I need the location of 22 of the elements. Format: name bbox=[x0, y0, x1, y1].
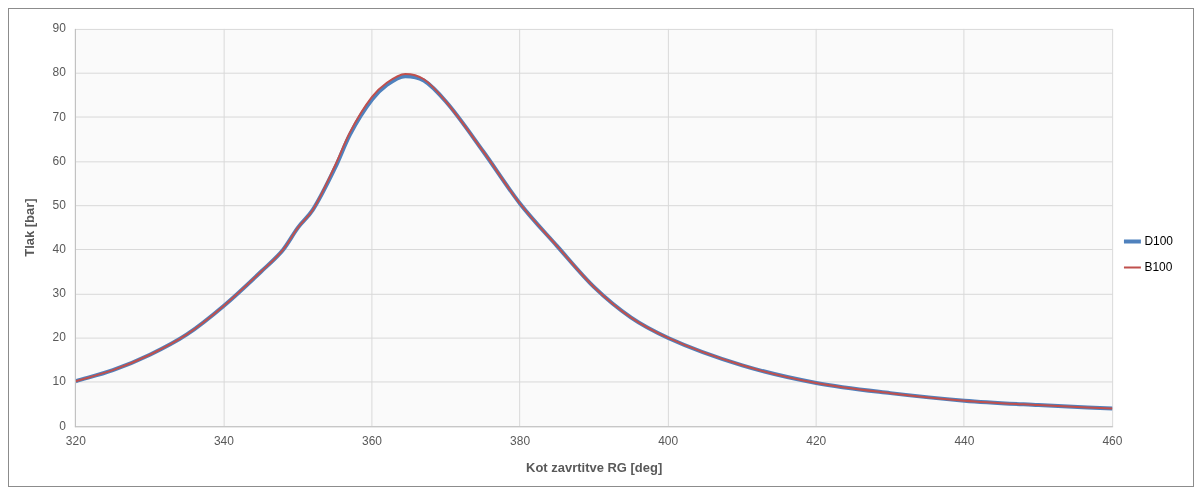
y-tick-label: 70 bbox=[52, 109, 67, 124]
x-tick-label: 320 bbox=[65, 433, 87, 448]
x-tick-label: 460 bbox=[1102, 433, 1123, 448]
y-tick-label: 0 bbox=[59, 418, 67, 433]
x-axis-title: Kot zavrtitve RG [deg] bbox=[526, 459, 663, 475]
y-tick-label: 40 bbox=[52, 241, 67, 256]
x-tick-label: 380 bbox=[510, 433, 531, 448]
y-tick-label: 60 bbox=[52, 153, 67, 168]
x-tick-label: 420 bbox=[806, 433, 827, 448]
y-tick-label: 90 bbox=[52, 21, 67, 36]
y-tick-label: 20 bbox=[52, 330, 67, 345]
x-tick-label: 360 bbox=[362, 433, 383, 448]
y-axis-title: Tlak [bar] bbox=[22, 198, 38, 257]
y-tick-label: 80 bbox=[52, 65, 67, 80]
x-tick-label: 440 bbox=[954, 433, 975, 448]
legend-label: B100 bbox=[1144, 259, 1173, 274]
y-tick-label: 10 bbox=[52, 374, 67, 389]
legend-label: D100 bbox=[1144, 233, 1174, 248]
x-tick-label: 340 bbox=[213, 433, 235, 448]
x-tick-label: 400 bbox=[658, 433, 679, 448]
y-tick-label: 30 bbox=[52, 286, 67, 301]
y-tick-label: 50 bbox=[52, 197, 67, 212]
